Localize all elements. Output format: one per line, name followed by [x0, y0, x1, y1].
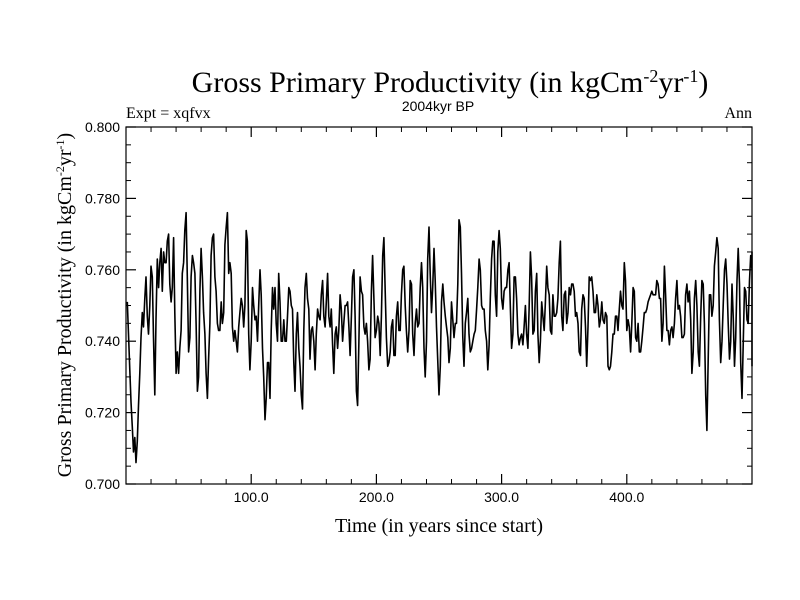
- title-close: ): [698, 66, 708, 99]
- gpp-series-line: [126, 211, 753, 464]
- y-axis-ticks: 0.700 0.720 0.740 0.760 0.780 0.800: [85, 119, 752, 492]
- title-text: Gross Primary Productivity (in kgCm: [192, 66, 644, 99]
- y-tick-label: 0.700: [85, 476, 120, 492]
- chart-subtitle: 2004kyr BP: [402, 98, 474, 114]
- chart-title: Gross Primary Productivity (in kgCm-2yr-…: [192, 66, 709, 99]
- y-tick-label: 0.740: [85, 333, 120, 349]
- y-tick-label: 0.720: [85, 405, 120, 421]
- x-axis-ticks: 100.0 200.0 300.0 400.0: [150, 127, 728, 505]
- title-exponent-2: -1: [683, 66, 698, 86]
- y-tick-label: 0.780: [85, 190, 120, 206]
- x-tick-label: 100.0: [234, 489, 269, 505]
- experiment-label: Expt = xqfvx: [126, 105, 211, 122]
- x-tick-label: 400.0: [609, 489, 644, 505]
- y-tick-label: 0.760: [85, 262, 120, 278]
- x-axis-label: Time (in years since start): [335, 515, 543, 537]
- ylabel-text: Gross Primary Productivity (in kgCm: [54, 176, 76, 478]
- ylabel-exponent-1: -2: [53, 166, 67, 176]
- ylabel-exponent-2: -1: [53, 139, 67, 149]
- title-exponent-1: -2: [643, 66, 658, 86]
- y-axis-label: Gross Primary Productivity (in kgCm-2yr-…: [53, 133, 76, 477]
- y-tick-label: 0.800: [85, 119, 120, 135]
- ylabel-unit-yr: yr: [54, 149, 76, 166]
- x-tick-label: 200.0: [359, 489, 394, 505]
- season-label: Ann: [724, 105, 752, 122]
- title-unit-yr: yr: [658, 66, 683, 99]
- x-tick-label: 300.0: [484, 489, 519, 505]
- ylabel-close: ): [54, 133, 76, 140]
